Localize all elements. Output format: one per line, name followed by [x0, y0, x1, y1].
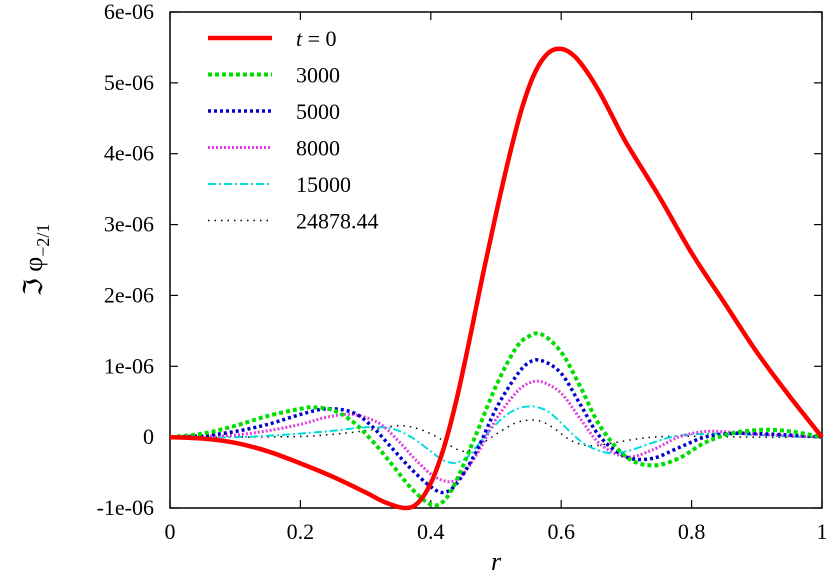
series-layer — [169, 46, 824, 511]
legend-label-2: 5000 — [296, 99, 340, 124]
series-line-2 — [169, 358, 823, 495]
x-tick-label: 0.2 — [287, 519, 315, 544]
plot-frame — [169, 11, 823, 509]
legend-label-0: t = 0 — [296, 26, 337, 51]
x-tick-label: 0.6 — [547, 519, 575, 544]
x-tick-label: 0.8 — [678, 519, 706, 544]
y-axis-label: ℑ φ−2/1 — [19, 224, 53, 297]
x-tick-label: 0 — [165, 519, 176, 544]
x-axis-label: r — [491, 547, 502, 576]
legend: t = 0 3000 5000 8000 15000 24878.44 — [208, 26, 379, 234]
x-tick-label: 0.4 — [417, 519, 445, 544]
y-tick-label: 6e-06 — [104, 0, 154, 24]
legend-label-4: 15000 — [296, 172, 351, 197]
y-tick-label: 3e-06 — [104, 212, 154, 237]
legend-label-3: 8000 — [296, 136, 340, 161]
y-tick-label: -1e-06 — [97, 495, 154, 520]
legend-label-5: 24878.44 — [296, 209, 379, 234]
series-line-4 — [169, 405, 823, 464]
series-line-0 — [169, 46, 824, 511]
y-tick-label: 1e-06 — [104, 353, 154, 378]
y-axis-label-subscript: −2/1 — [33, 224, 53, 257]
y-axis-label-main: ℑ φ — [19, 257, 48, 297]
series-line-1 — [169, 331, 823, 508]
legend-label-italic: t — [296, 26, 303, 51]
series-line-3 — [169, 379, 823, 484]
axis-ticks: 0 0.2 0.4 0.6 0.8 1 -1e-06 0 1e-06 2e-06 3e-06 4e-0… — [97, 0, 828, 544]
legend-label-1: 3000 — [296, 63, 340, 88]
y-tick-label: 0 — [143, 424, 154, 449]
series-line-5 — [169, 419, 823, 453]
legend-label-rest: = 0 — [302, 26, 336, 51]
x-tick-label: 1 — [817, 519, 828, 544]
y-tick-label: 2e-06 — [104, 282, 154, 307]
y-tick-label: 5e-06 — [104, 70, 154, 95]
y-tick-label: 4e-06 — [104, 141, 154, 166]
